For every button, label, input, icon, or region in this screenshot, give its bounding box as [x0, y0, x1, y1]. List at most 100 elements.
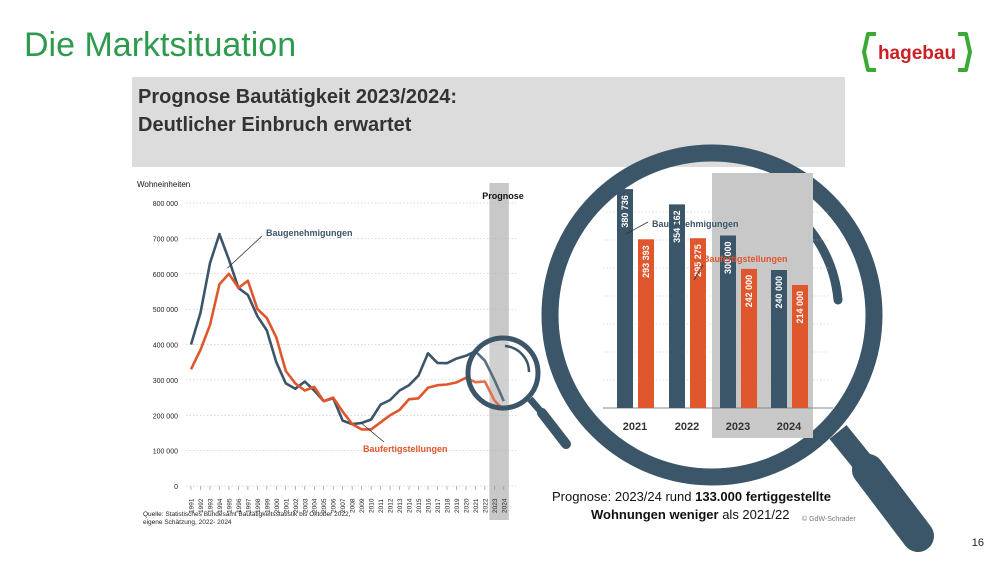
source-line-2: eigene Schätzung, 2022- 2024: [143, 519, 232, 526]
hagebau-logo: hagebau: [862, 32, 972, 72]
bar-value-label: 380 736: [620, 195, 630, 228]
bar-annotation-leader: [625, 221, 649, 235]
x-tick-label: 1998: [255, 498, 262, 513]
x-tick-label: 2016: [426, 498, 433, 513]
prognose-note-text-2: als 2021/22: [718, 507, 790, 522]
bar-baufertigstellungen: [638, 239, 654, 408]
x-tick-label: 2015: [416, 498, 423, 513]
y-tick-label: 600 000: [153, 272, 178, 279]
bar-baugenehmigungen: [720, 235, 736, 408]
x-tick-label: 1995: [226, 498, 233, 513]
forecast-label: Prognose: [482, 191, 524, 201]
x-tick-label: 2001: [283, 498, 290, 513]
bar-legend-baugenehmigungen: Baugenehmigungen: [652, 219, 739, 229]
bar-value-label: 354 162: [672, 210, 682, 243]
bar-baugenehmigungen: [669, 204, 685, 408]
bar-value-label: 240 000: [774, 276, 784, 309]
x-tick-label: 1999: [264, 498, 271, 513]
bar-value-label: 300 000: [723, 242, 733, 275]
small-magnifier-glint: [504, 344, 531, 373]
x-tick-label: 2021: [473, 498, 480, 513]
magnifier-graphic: [465, 144, 934, 552]
x-tick-label: 2017: [435, 498, 442, 513]
series-label-baufertigstellungen: Baufertigstellungen: [363, 444, 448, 454]
headline-line-1: Prognose Bautätigkeit 2023/2024:: [138, 86, 458, 108]
x-tick-label: 2000: [274, 498, 281, 513]
x-tick-label: 1997: [245, 498, 252, 513]
prognose-note-bold: 133.000 fertiggestellte: [695, 489, 831, 504]
bar-annotation-leader: [693, 264, 704, 281]
big-magnifier-handle: [852, 454, 934, 552]
credit-text: © GdW-Schrader: [802, 515, 856, 523]
bar-value-label: 214 000: [795, 291, 805, 324]
bar-category-label: 2022: [675, 421, 699, 433]
forecast-shade: [489, 183, 509, 520]
y-tick-label: 700 000: [153, 236, 178, 243]
x-tick-label: 2013: [397, 498, 404, 513]
big-magnifier-lens: [541, 144, 883, 486]
x-tick-label: 1993: [207, 498, 214, 513]
headline-line-2: Deutlicher Einbruch erwartet: [138, 114, 412, 136]
x-tick-label: 2003: [302, 498, 309, 513]
slide-title: Die Marktsituation: [24, 26, 297, 64]
prognose-note-text: Prognose: 2023/24 rund: [552, 489, 696, 504]
bar-baugenehmigungen: [771, 270, 787, 408]
x-tick-label: 2022: [482, 498, 489, 513]
x-tick-label: 1994: [217, 498, 224, 513]
x-tick-label: 2024: [501, 498, 508, 513]
annotation-leader: [227, 235, 263, 269]
x-tick-label: 2008: [350, 498, 357, 513]
source-line-1: Quelle: Statistisches Bundesamt Bautätig…: [143, 511, 351, 518]
x-tick-label: 2011: [378, 499, 385, 513]
x-tick-label: 2007: [340, 498, 347, 513]
y-axis-label: Wohneinheiten: [137, 180, 190, 189]
bar-baufertigstellungen: [792, 284, 808, 408]
x-tick-label: 2023: [492, 498, 499, 513]
bar-chart: 380 736 293 393 2021 354 162 295 275 2022 300 …: [603, 173, 856, 523]
y-tick-label: 400 000: [153, 343, 178, 350]
bar-category-label: 2021: [623, 421, 647, 433]
x-tick-label: 2002: [293, 498, 300, 513]
bar-value-label: 293 393: [641, 245, 651, 278]
bar-category-label: 2023: [726, 421, 750, 433]
x-tick-label: 2018: [444, 498, 451, 513]
y-tick-label: 0: [174, 484, 178, 491]
x-tick-label: 2019: [454, 498, 461, 513]
y-tick-label: 500 000: [153, 307, 178, 314]
y-tick-label: 800 000: [153, 201, 178, 208]
x-tick-label: 1991: [189, 498, 196, 513]
x-tick-label: 1996: [236, 498, 243, 513]
prognose-note-line-2: Wohnungen weniger als 2021/22: [591, 507, 789, 522]
x-tick-label: 2014: [407, 498, 414, 513]
small-magnifier-handle: [537, 408, 571, 449]
bar-baufertigstellungen: [690, 238, 706, 408]
x-tick-label: 2004: [312, 498, 319, 513]
series-label-baugenehmigungen: Baugenehmigungen: [266, 228, 353, 238]
prognose-note-line-1: Prognose: 2023/24 rund 133.000 fertigges…: [552, 489, 831, 504]
y-tick-label: 300 000: [153, 378, 178, 385]
x-tick-label: 2020: [463, 498, 470, 513]
x-tick-label: 2012: [388, 498, 395, 513]
page-number: 16: [971, 537, 984, 549]
bar-value-label: 295 275: [693, 244, 703, 277]
bar-category-label: 2024: [777, 421, 802, 433]
series-line-baufertigstellungen: [189, 272, 505, 431]
line-chart: Prognose Wohneinheiten 0 100 000 200 000 300 …: [137, 180, 524, 526]
annotation-leader: [359, 421, 385, 443]
x-tick-label: 2006: [331, 498, 338, 513]
small-magnifier-lens: [465, 335, 541, 411]
bar-baugenehmigungen: [617, 189, 633, 408]
x-tick-label: 2009: [359, 498, 366, 513]
y-tick-label: 100 000: [153, 449, 178, 456]
y-tick-label: 200 000: [153, 413, 178, 420]
prognose-note-bold-2: Wohnungen weniger: [591, 507, 719, 522]
bar-baufertigstellungen: [741, 268, 757, 408]
bar-value-label: 242 000: [744, 275, 754, 308]
bar-legend-baufertigstellungen: Baufertigstellungen: [703, 254, 788, 264]
x-tick-label: 2005: [321, 498, 328, 513]
x-tick-label: 1992: [198, 498, 205, 513]
x-tick-label: 2010: [369, 498, 376, 513]
series-line-baugenehmigungen: [189, 232, 505, 426]
svg-text:hagebau: hagebau: [878, 43, 956, 64]
